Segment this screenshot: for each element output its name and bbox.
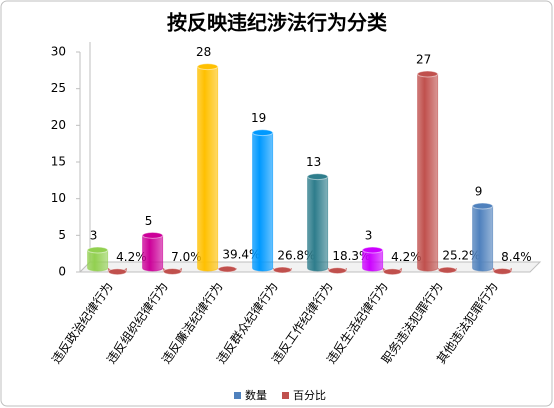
y-tick-label: 30 [51,45,66,59]
data-label: 8.4% [501,250,532,264]
data-label: 13 [306,155,321,169]
data-label: 3 [365,229,373,243]
data-label: 28 [196,45,211,59]
data-label: 27 [416,53,431,67]
bar [142,231,164,272]
bar [362,246,384,272]
bar [492,267,512,275]
y-tick-label: 5 [58,228,66,242]
chart-title: 按反映违纪涉法行为分类 [167,11,387,35]
data-label: 19 [251,111,266,125]
bar [272,266,292,274]
data-label: 3 [90,229,98,243]
legend-label: 数量 [245,389,267,402]
y-tick-label: 10 [51,191,66,205]
data-label: 9 [475,185,483,199]
y-tick-label: 0 [58,265,66,279]
data-label: 39.4% [222,248,260,262]
bar [437,266,457,274]
y-tick-label: 25 [51,81,66,95]
y-tick-label: 15 [51,155,66,169]
bar [307,173,329,272]
legend-label: 百分比 [293,389,326,402]
bar [87,246,109,272]
data-label: 18.3% [332,249,370,263]
bar [472,202,494,272]
data-label: 4.2% [116,250,147,264]
legend-swatch [234,392,241,399]
bar [197,63,219,272]
data-label: 26.8% [277,249,315,263]
bar [327,267,347,275]
bar [252,129,274,272]
bar [162,267,182,275]
data-label: 4.2% [391,250,422,264]
data-label: 5 [145,214,153,228]
data-label: 25.2% [442,249,480,263]
legend-swatch [282,392,289,399]
bar [107,267,127,276]
data-label: 7.0% [171,250,202,264]
bar [417,70,439,272]
y-tick-label: 20 [51,118,66,132]
bar [217,265,237,273]
bar [382,267,402,276]
